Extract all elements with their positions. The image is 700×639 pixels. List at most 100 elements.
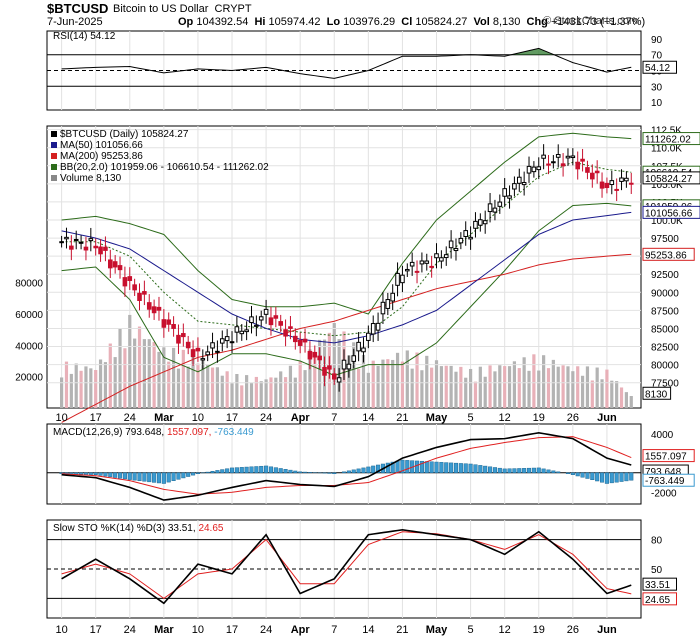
- macd-histogram-bar: [590, 472, 595, 480]
- volume-bar: [361, 354, 366, 408]
- macd-histogram-bar: [259, 465, 264, 474]
- volume-bar: [542, 355, 546, 408]
- legend-swatch: [51, 131, 57, 137]
- rsi-legend: RSI(14) 54.12: [53, 31, 116, 42]
- price-legend-entry: Volume 8,130: [60, 173, 122, 184]
- macd-histogram-bar: [156, 472, 162, 484]
- macd-histogram-bar: [273, 467, 278, 474]
- macd-histogram-bar: [488, 466, 493, 474]
- candle-body: [142, 291, 147, 295]
- price-tick-label: 110.0K: [651, 144, 682, 155]
- volume-bar: [186, 366, 190, 408]
- rsi-line: [61, 47, 632, 79]
- macd-histogram-bar: [497, 467, 502, 474]
- close-label: Cl: [401, 16, 413, 28]
- macd-histogram-bar: [244, 466, 249, 474]
- candle-body: [146, 302, 152, 310]
- volume-bar: [293, 377, 297, 408]
- macd-histogram-bar: [132, 472, 137, 481]
- volume-bar: [400, 361, 405, 408]
- sto-k-label: 33.51: [645, 580, 670, 591]
- candle-body: [409, 261, 415, 267]
- candle-body: [346, 363, 352, 370]
- candle-body: [570, 155, 576, 159]
- volume-bar: [478, 366, 482, 408]
- candle-body: [585, 167, 590, 173]
- candle-body: [361, 347, 366, 353]
- macd-histogram-bar: [283, 469, 288, 474]
- price-date-label: 19: [533, 412, 545, 424]
- macd-histogram-bar: [629, 472, 634, 481]
- candle-body: [64, 236, 69, 240]
- volume-bar: [532, 354, 536, 408]
- candle-body: [312, 351, 318, 358]
- sto-date-label: May: [426, 624, 448, 636]
- price-date-label: 24: [124, 412, 136, 424]
- macd-histogram-bar: [264, 465, 269, 474]
- sto-d-label: 24.65: [645, 595, 670, 606]
- candle-body: [103, 246, 108, 251]
- macd-histogram-bar: [444, 462, 449, 474]
- ohlc-summary: Op 104392.54 Hi 105974.42 Lo 103976.29 C…: [178, 16, 645, 28]
- volume-bar: [395, 352, 400, 408]
- volume-bar: [629, 396, 633, 408]
- sto-d-line: [61, 531, 632, 600]
- macd-histogram-bar: [507, 468, 512, 474]
- volume-bar: [79, 370, 83, 408]
- candle-body: [288, 326, 293, 329]
- price-date-label: 5: [468, 412, 474, 424]
- candle-body: [507, 195, 512, 199]
- macd-histogram-bar: [234, 467, 239, 474]
- volume-last-label-box: [642, 386, 672, 400]
- macd-histogram-bar: [215, 470, 220, 474]
- volume-bar: [210, 367, 215, 408]
- macd-tick-label: 4000: [651, 430, 674, 441]
- volume-bar: [181, 349, 185, 408]
- sto-date-label: 24: [260, 624, 272, 636]
- candle-body: [614, 188, 619, 191]
- candle-body: [137, 292, 142, 302]
- candle-body: [370, 323, 376, 335]
- candle-body: [254, 324, 259, 327]
- candle-body: [512, 183, 517, 190]
- volume-label: Vol: [473, 16, 490, 28]
- volume-bar: [196, 363, 200, 408]
- candle-body: [560, 163, 566, 167]
- sto-legend: Slow STO %K(14) %D(3) 33.51, 24.65: [53, 523, 224, 534]
- volume-bar: [89, 368, 93, 408]
- sto-date-label: 12: [499, 624, 511, 636]
- candle-body: [599, 181, 605, 189]
- macd-histogram-bar: [239, 467, 244, 474]
- candle-body: [234, 326, 240, 333]
- price-tick-label: 97500: [651, 234, 679, 245]
- candle-body: [555, 154, 561, 158]
- candle-body: [195, 347, 201, 352]
- price-date-label: 12: [499, 412, 511, 424]
- macd-histogram-bar: [181, 472, 186, 479]
- volume-bar: [240, 385, 244, 408]
- macd-histogram-bar: [98, 472, 103, 476]
- macd-histogram-bar: [298, 471, 303, 474]
- volume-bar: [546, 368, 551, 408]
- sto-date-label: 24: [124, 624, 136, 636]
- volume-bar: [274, 377, 278, 408]
- volume-tick-label: 60000: [15, 310, 43, 321]
- candle-body: [341, 359, 347, 370]
- candle-body: [575, 161, 581, 170]
- volume-bar: [449, 365, 453, 408]
- macd-histogram-bar: [254, 466, 259, 474]
- candle-body: [244, 329, 249, 333]
- candle-body: [356, 341, 361, 352]
- close-value: 105824.27: [415, 16, 468, 28]
- candle-body: [619, 177, 624, 182]
- volume-bar: [468, 368, 473, 408]
- volume-bar: [128, 314, 132, 408]
- volume-bar: [264, 379, 268, 408]
- sto-date-label: 10: [55, 624, 67, 636]
- volume-bar: [308, 349, 312, 408]
- bb-middle-line: [61, 161, 632, 337]
- macd-histogram-bar: [522, 468, 527, 474]
- macd-tick-label: -2000: [651, 488, 677, 499]
- low-label: Lo: [326, 16, 341, 28]
- volume-bar: [249, 383, 254, 408]
